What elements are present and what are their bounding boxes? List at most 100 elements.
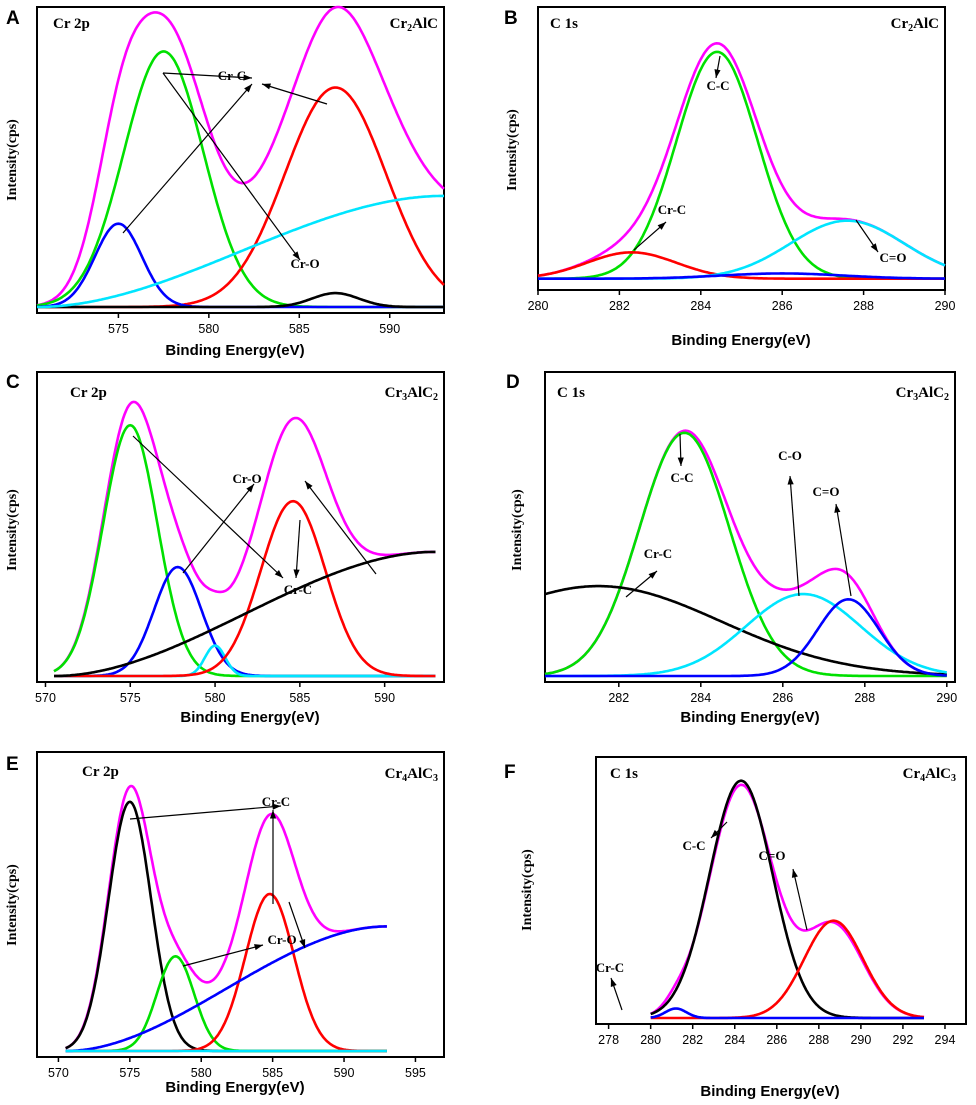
x-tick-label: 575 xyxy=(108,322,129,336)
annotation-arrow xyxy=(789,475,800,597)
arrow-head xyxy=(711,829,720,838)
x-tick-label: 590 xyxy=(379,322,400,336)
x-tick-label: 570 xyxy=(48,1066,69,1080)
compound-label: Cr3AlC2 xyxy=(385,385,438,403)
series-envelope xyxy=(537,42,946,277)
peak-label-c-o: C=O xyxy=(759,848,786,863)
series-cr-c-575-0 xyxy=(53,423,436,678)
x-tick-label: 288 xyxy=(853,299,874,313)
series-c-o xyxy=(545,598,947,678)
core-level-label: C 1s xyxy=(557,385,585,401)
x-tick-label: 290 xyxy=(850,1033,871,1047)
x-axis-label: Binding Energy(eV) xyxy=(680,709,819,726)
annotation-arrow xyxy=(304,480,377,575)
y-axis-label: Intensity(cps) xyxy=(5,119,20,201)
arrow-head xyxy=(262,83,271,90)
x-tick-label: 286 xyxy=(766,1033,787,1047)
peak-label-cr-c: Cr-C xyxy=(658,202,686,217)
x-axis-label: Binding Energy(eV) xyxy=(165,1079,304,1096)
x-tick-label: 290 xyxy=(935,299,956,313)
arrow-head xyxy=(648,571,657,579)
peak-label-c-c: C-C xyxy=(682,838,705,853)
annotation-arrow xyxy=(122,83,253,234)
panel-e: 570 575 580 585 590 595 Binding Energy(eV) Inte… xyxy=(5,751,445,1096)
peak-label-c-c: C-C xyxy=(706,78,729,93)
panel-letter: D xyxy=(506,372,520,393)
arrow-head xyxy=(791,869,798,878)
y-axis-label: Intensity(cps) xyxy=(5,489,20,571)
panel-c: 570 575 580 585 590 Binding Energy(eV) Intensi… xyxy=(5,371,445,726)
arrow-head xyxy=(299,939,306,948)
peak-label-c-o: C=O xyxy=(813,484,840,499)
x-tick-label: 585 xyxy=(262,1066,283,1080)
x-tick-label: 280 xyxy=(640,1033,661,1047)
plot-frame xyxy=(36,751,445,1058)
annotation-arrow xyxy=(129,805,282,820)
x-tick-label: 286 xyxy=(772,691,793,705)
arrow-head xyxy=(610,978,617,987)
series-cr-o-578-2 xyxy=(65,955,387,1053)
peak-label-cr-c: Cr-C xyxy=(262,794,290,809)
plot-frame xyxy=(36,371,445,683)
plot-frame xyxy=(595,756,967,1025)
series-c-o xyxy=(650,919,925,1020)
x-axis-label: Binding Energy(eV) xyxy=(180,709,319,726)
series-c-o xyxy=(538,272,945,280)
x-axis-label: Binding Energy(eV) xyxy=(700,1083,839,1100)
x-tick-label: 284 xyxy=(724,1033,745,1047)
peak-label-c-c: C-C xyxy=(670,470,693,485)
panel-d: 282 284 286 288 290 Binding Energy(eV) Intensi… xyxy=(506,371,957,726)
series-envelope xyxy=(36,5,445,307)
arrow-head xyxy=(244,84,252,93)
panel-letter: C xyxy=(6,372,20,393)
panel-b: 280 282 284 286 288 290 Binding Energy(eV) Inte… xyxy=(504,6,956,349)
arrow-head xyxy=(714,69,721,78)
x-tick-label: 585 xyxy=(289,691,310,705)
x-tick-label: 278 xyxy=(598,1033,619,1047)
x-tick-label: 575 xyxy=(120,691,141,705)
annotation-arrow xyxy=(182,944,264,967)
core-level-label: Cr 2p xyxy=(70,385,107,401)
peak-label-cr-o: Cr-O xyxy=(290,256,319,271)
arrow-head xyxy=(246,484,254,493)
y-axis-label: Intensity(cps) xyxy=(505,109,520,191)
series-cr-c-575-0 xyxy=(65,800,387,1053)
x-axis-label: Binding Energy(eV) xyxy=(671,332,810,349)
arrow-head xyxy=(272,803,281,810)
series-background xyxy=(37,194,444,309)
x-tick-label: 284 xyxy=(690,299,711,313)
series-cr-o xyxy=(37,291,444,309)
peak-label-cr-c: Cr-C xyxy=(218,68,246,83)
arrow-head xyxy=(657,222,666,230)
panel-letter: A xyxy=(6,8,20,29)
x-tick-label: 595 xyxy=(405,1066,426,1080)
series-envelope xyxy=(53,400,436,673)
y-axis-label: Intensity(cps) xyxy=(510,489,525,571)
peak-label-c-o: C=O xyxy=(880,250,907,265)
annotation-arrow xyxy=(182,483,255,574)
x-tick-label: 284 xyxy=(690,691,711,705)
panel-a: 575 580 585 590 Binding Energy(eV) Intensity(… xyxy=(5,5,445,359)
series-cr-c xyxy=(537,251,945,280)
arrow-head xyxy=(274,569,283,578)
x-tick-label: 575 xyxy=(119,1066,140,1080)
panel-letter: B xyxy=(504,8,518,29)
x-tick-label: 585 xyxy=(289,322,310,336)
series-cr-c xyxy=(650,1007,925,1020)
x-tick-label: 580 xyxy=(198,322,219,336)
series-cr-c-584-6 xyxy=(54,499,436,678)
series-cr-c-587-0 xyxy=(37,86,445,309)
x-tick-label: 590 xyxy=(374,691,395,705)
peak-label-cr-o: Cr-O xyxy=(267,932,296,947)
series-background xyxy=(65,925,387,1053)
arrow-head xyxy=(834,504,841,513)
series-envelope xyxy=(65,784,387,1050)
y-axis-label: Intensity(cps) xyxy=(5,864,20,946)
annotation-arrow xyxy=(162,72,301,261)
x-tick-label: 292 xyxy=(893,1033,914,1047)
panel-letter: F xyxy=(504,762,516,783)
plot-frame xyxy=(36,6,445,314)
annotation-arrow xyxy=(132,435,284,579)
arrow-head xyxy=(305,481,313,490)
